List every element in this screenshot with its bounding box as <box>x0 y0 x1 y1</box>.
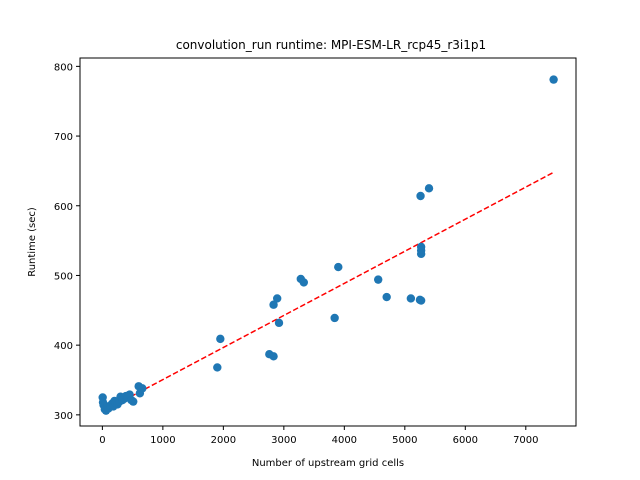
scatter-point <box>213 363 222 372</box>
x-tick-label: 2000 <box>211 435 236 446</box>
axes-frame <box>79 57 577 427</box>
scatter-point <box>269 352 278 361</box>
x-axis-label: Number of upstream grid cells <box>252 458 404 469</box>
scatter-point <box>416 191 425 201</box>
x-tick-label: 5000 <box>392 435 417 446</box>
y-tick-label: 400 <box>54 341 73 352</box>
y-tick-label: 300 <box>54 411 73 422</box>
scatter-point <box>382 292 391 302</box>
x-tick-label: 6000 <box>453 435 478 446</box>
scatter-point <box>406 294 416 303</box>
x-tick-label: 1000 <box>150 435 175 446</box>
scatter-point <box>549 75 558 84</box>
y-axis-label: Runtime (sec) <box>27 207 38 277</box>
y-tick-label: 600 <box>54 202 73 213</box>
scatter-point <box>129 397 138 406</box>
x-tick-label: 7000 <box>513 435 538 446</box>
x-tick-label: 3000 <box>271 435 296 446</box>
y-tick-label: 800 <box>54 62 73 73</box>
scatter-point <box>299 278 309 287</box>
scatter-point <box>272 294 282 303</box>
scatter-point <box>330 313 339 323</box>
y-axis-ticks: 300 400 500 600 700 800 <box>54 62 80 422</box>
scatter-point <box>274 318 284 328</box>
fit-line-group <box>102 171 554 413</box>
scatter-points <box>98 75 558 415</box>
scatter-point <box>138 384 147 393</box>
scatter-point <box>416 296 426 305</box>
scatter-point <box>374 275 383 284</box>
scatter-point <box>216 334 225 344</box>
scatter-point <box>416 249 426 259</box>
scatter-point <box>334 262 343 272</box>
x-tick-label: 0 <box>99 435 105 446</box>
scatter-point <box>424 184 434 193</box>
y-tick-label: 700 <box>54 132 73 143</box>
y-tick-label: 500 <box>54 271 73 282</box>
chart-title: convolution_run runtime: MPI-ESM-LR_rcp4… <box>176 38 486 52</box>
x-axis-ticks: 0 1000 2000 3000 4000 5000 6000 7000 <box>99 426 539 446</box>
x-tick-label: 4000 <box>332 435 357 446</box>
scatter-point <box>269 300 278 309</box>
fit-line <box>102 171 554 413</box>
